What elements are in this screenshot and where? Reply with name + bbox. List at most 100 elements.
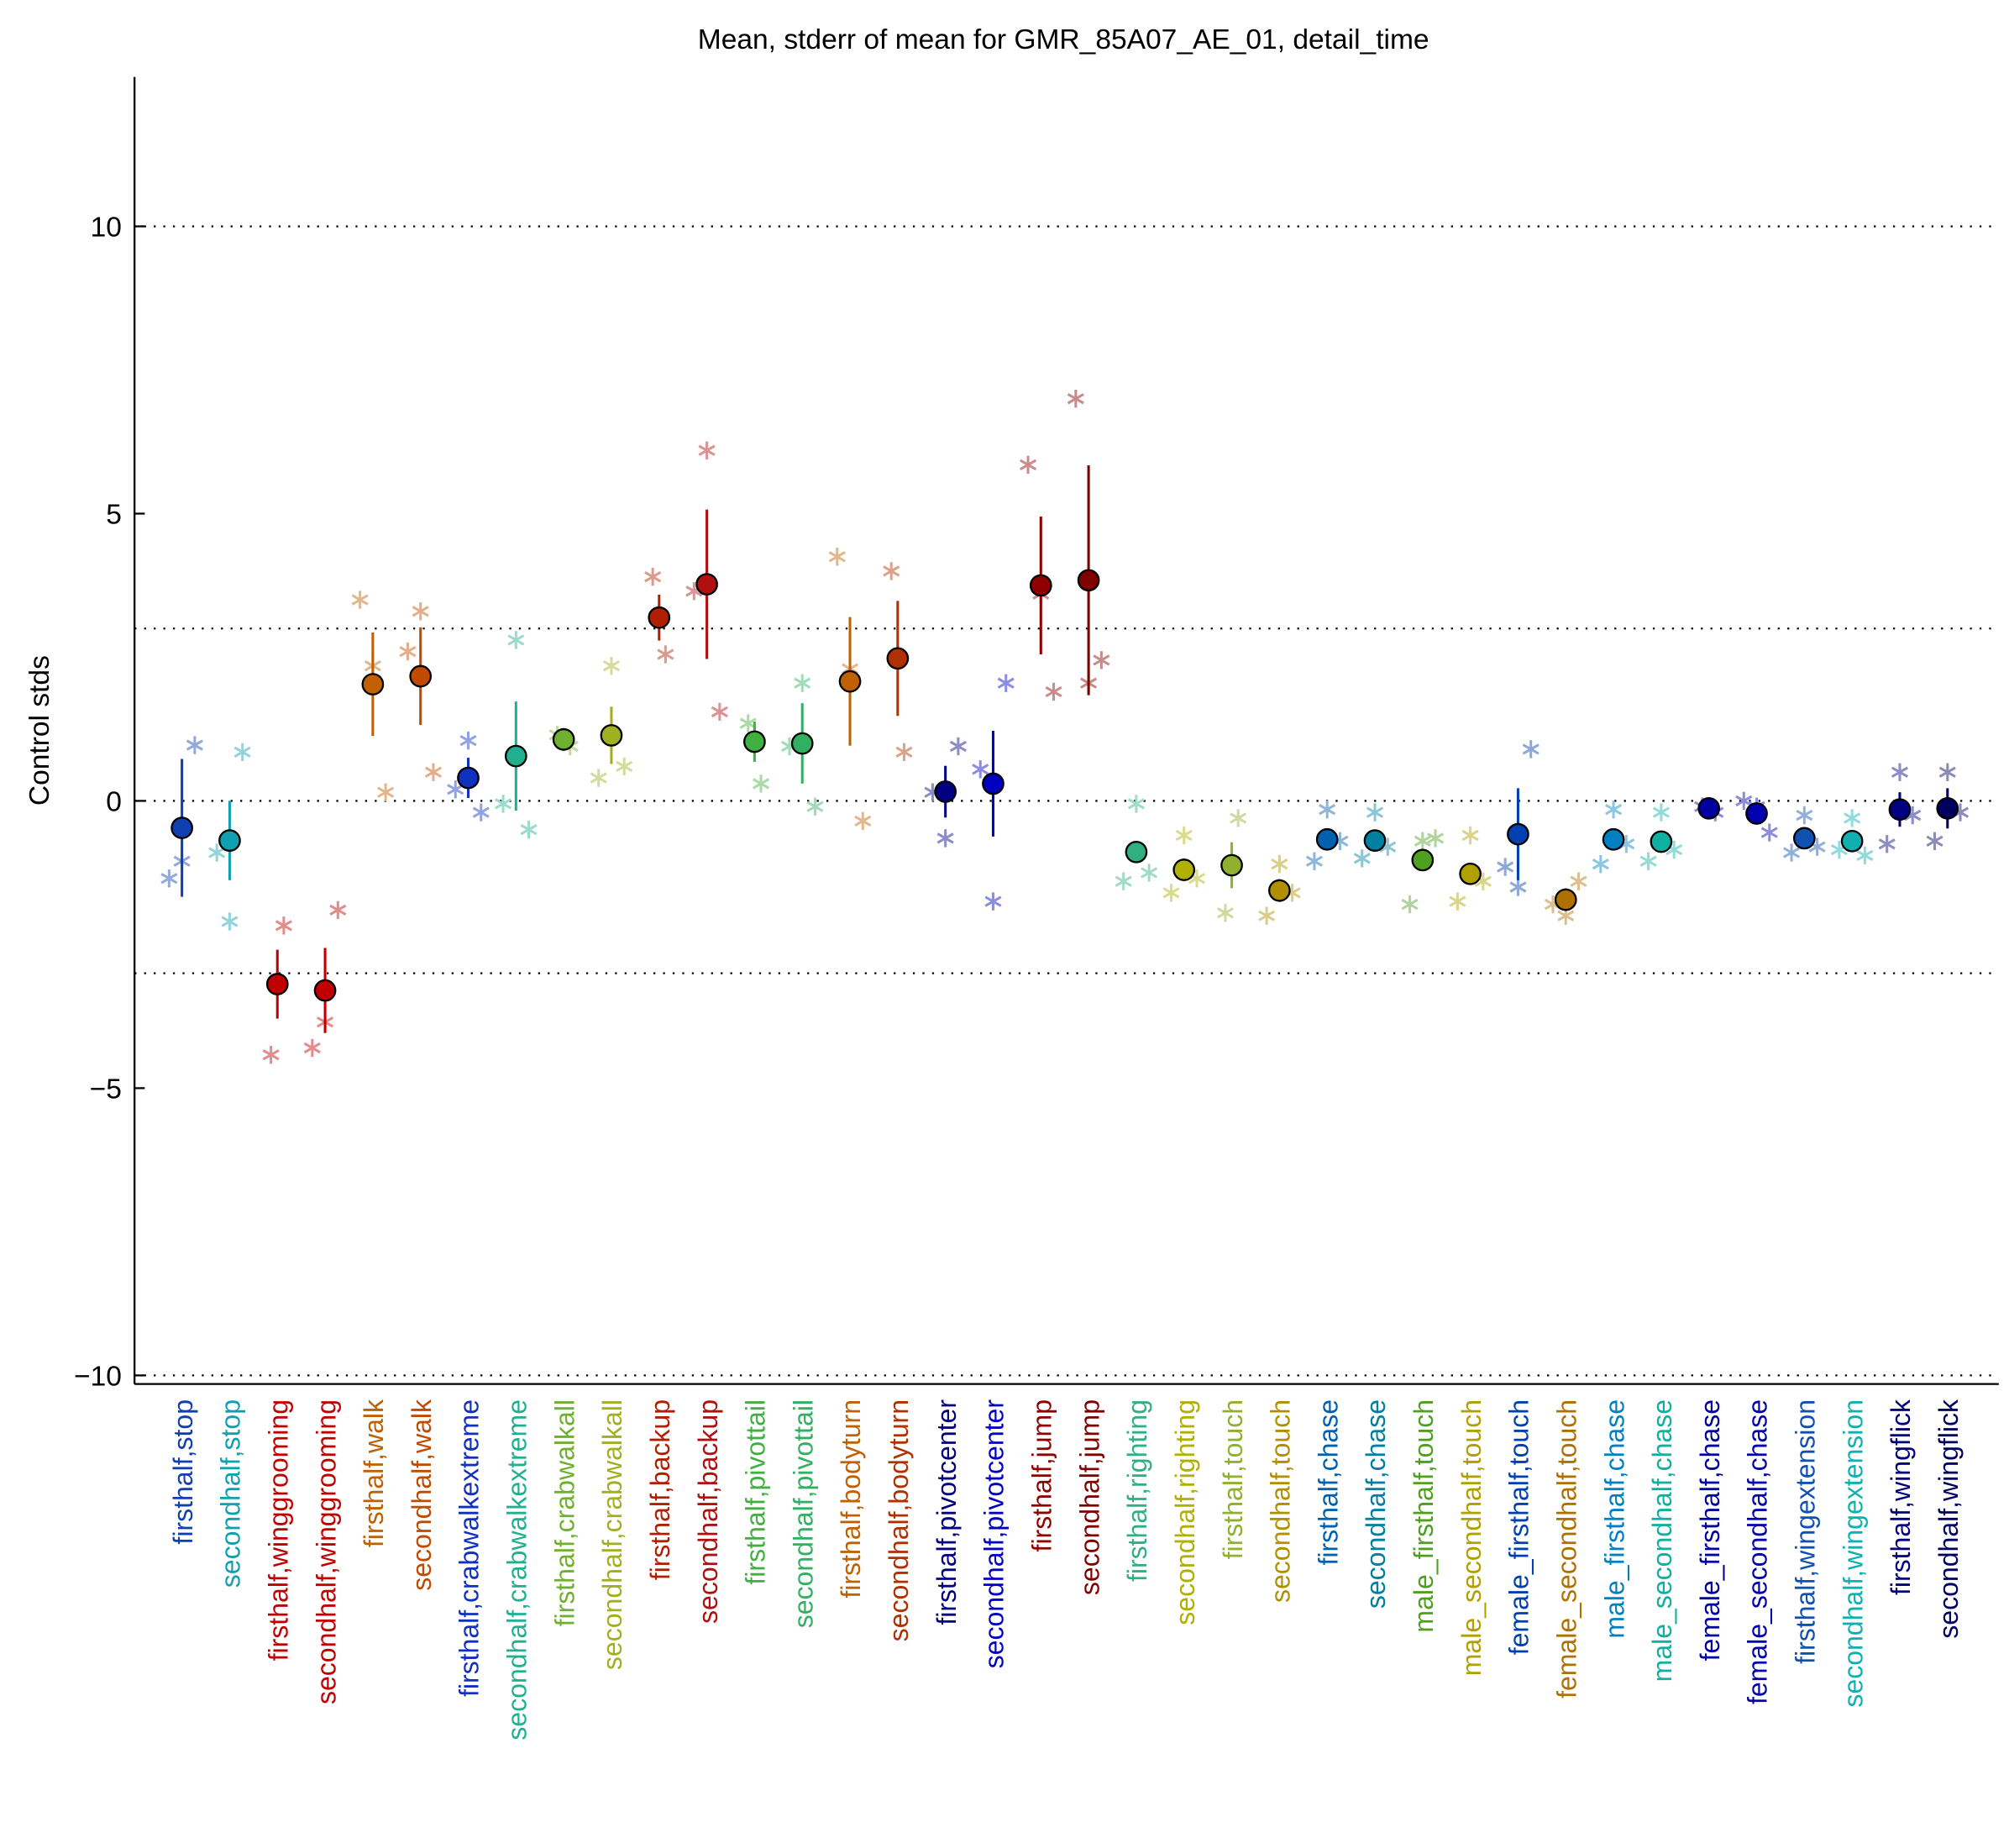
mean-marker <box>1888 798 1912 822</box>
mean-marker <box>1554 888 1577 911</box>
star-stroke <box>711 706 728 718</box>
mean-marker <box>1936 796 1959 820</box>
star-stroke <box>1878 838 1896 850</box>
star-marker <box>1366 803 1384 822</box>
star-stroke <box>1760 827 1778 838</box>
star-stroke <box>1379 841 1397 853</box>
star-marker <box>1461 826 1479 845</box>
star-marker <box>221 912 239 931</box>
star-stroke <box>1216 907 1234 919</box>
star-marker <box>1639 852 1657 870</box>
star-stroke <box>424 766 443 778</box>
star-marker <box>275 916 292 935</box>
star-marker <box>1522 740 1540 759</box>
star-stroke <box>936 832 954 844</box>
star-marker <box>1271 854 1288 874</box>
star-marker <box>160 869 178 888</box>
star-stroke <box>1522 743 1540 755</box>
x-tick-label: female_firsthalf,touch <box>1504 1399 1534 1655</box>
star-stroke <box>854 815 872 827</box>
star-stroke <box>520 823 538 836</box>
star-marker <box>233 743 251 761</box>
star-marker <box>1891 763 1909 781</box>
star-marker <box>828 548 846 566</box>
mean-marker <box>1125 840 1148 864</box>
star-stroke <box>507 634 525 646</box>
mean-marker <box>1650 830 1673 853</box>
star-marker <box>1497 858 1514 876</box>
mean-marker <box>934 780 957 803</box>
x-tick-label: female_firsthalf,chase <box>1695 1399 1725 1661</box>
mean-marker <box>1220 853 1243 877</box>
star-stroke <box>1474 875 1492 887</box>
mean-marker <box>648 606 671 629</box>
star-stroke <box>303 1042 321 1054</box>
mean-marker <box>1792 827 1816 850</box>
star-marker <box>1652 803 1670 822</box>
y-axis-label: Control stds <box>24 655 55 806</box>
star-marker <box>1093 651 1110 669</box>
star-marker <box>936 829 954 848</box>
star-marker <box>1115 872 1132 890</box>
star-stroke <box>377 786 395 798</box>
star-stroke <box>208 847 226 858</box>
star-marker <box>1175 826 1193 845</box>
star-stroke <box>1639 855 1657 867</box>
star-stroke <box>1319 804 1336 816</box>
x-tick-label: firsthalf,crabwalkextreme <box>454 1399 485 1697</box>
x-tick-label: firsthalf,walk <box>359 1399 389 1547</box>
star-marker <box>1783 843 1801 862</box>
star-stroke <box>1808 841 1826 853</box>
star-stroke <box>1230 812 1247 824</box>
mean-marker <box>265 973 289 995</box>
star-marker <box>1258 906 1276 925</box>
star-stroke <box>1557 910 1575 921</box>
star-stroke <box>616 760 633 773</box>
mean-marker <box>218 829 241 852</box>
mean-marker <box>170 816 193 839</box>
star-stroke <box>1414 835 1431 847</box>
x-tick-label: male_secondhalf,chase <box>1647 1399 1677 1682</box>
x-tick-label: secondhalf,jump <box>1074 1399 1104 1595</box>
mean-marker <box>1029 574 1052 597</box>
star-stroke <box>1938 766 1956 778</box>
star-stroke <box>1141 867 1158 879</box>
star-stroke <box>644 571 662 583</box>
star-marker <box>208 843 226 862</box>
star-stroke <box>262 1049 280 1061</box>
mean-marker <box>552 727 575 751</box>
star-stroke <box>186 739 203 751</box>
star-stroke <box>806 801 824 812</box>
star-marker <box>329 900 347 920</box>
chart-title: Mean, stderr of mean for GMR_85A07_AE_01… <box>698 24 1429 55</box>
star-marker <box>351 591 369 609</box>
star-stroke <box>1353 853 1371 864</box>
mean-marker <box>790 732 814 755</box>
mean-marker <box>1697 796 1721 820</box>
star-stroke <box>1258 910 1276 921</box>
mean-marker <box>457 766 480 790</box>
star-stroke <box>1045 685 1062 698</box>
star-marker <box>1305 852 1323 870</box>
x-tick-label: secondhalf,wingextension <box>1838 1399 1868 1708</box>
star-stroke <box>739 717 757 729</box>
star-stroke <box>1449 895 1466 907</box>
star-marker <box>377 783 395 801</box>
star-stroke <box>1783 847 1801 858</box>
star-stroke <box>160 873 178 885</box>
x-tick-label: secondhalf,stop <box>216 1399 246 1588</box>
star-stroke <box>459 734 477 747</box>
star-marker <box>262 1046 280 1064</box>
star-stroke <box>752 778 770 790</box>
mean-marker <box>1268 879 1291 902</box>
star-marker <box>1844 809 1861 827</box>
star-marker <box>1796 806 1813 825</box>
mean-marker <box>838 669 862 693</box>
star-stroke <box>399 645 417 658</box>
star-stroke <box>1366 806 1384 818</box>
star-marker <box>883 562 900 580</box>
star-marker <box>602 657 621 675</box>
star-stroke <box>1844 812 1861 824</box>
star-stroke <box>1461 829 1479 842</box>
